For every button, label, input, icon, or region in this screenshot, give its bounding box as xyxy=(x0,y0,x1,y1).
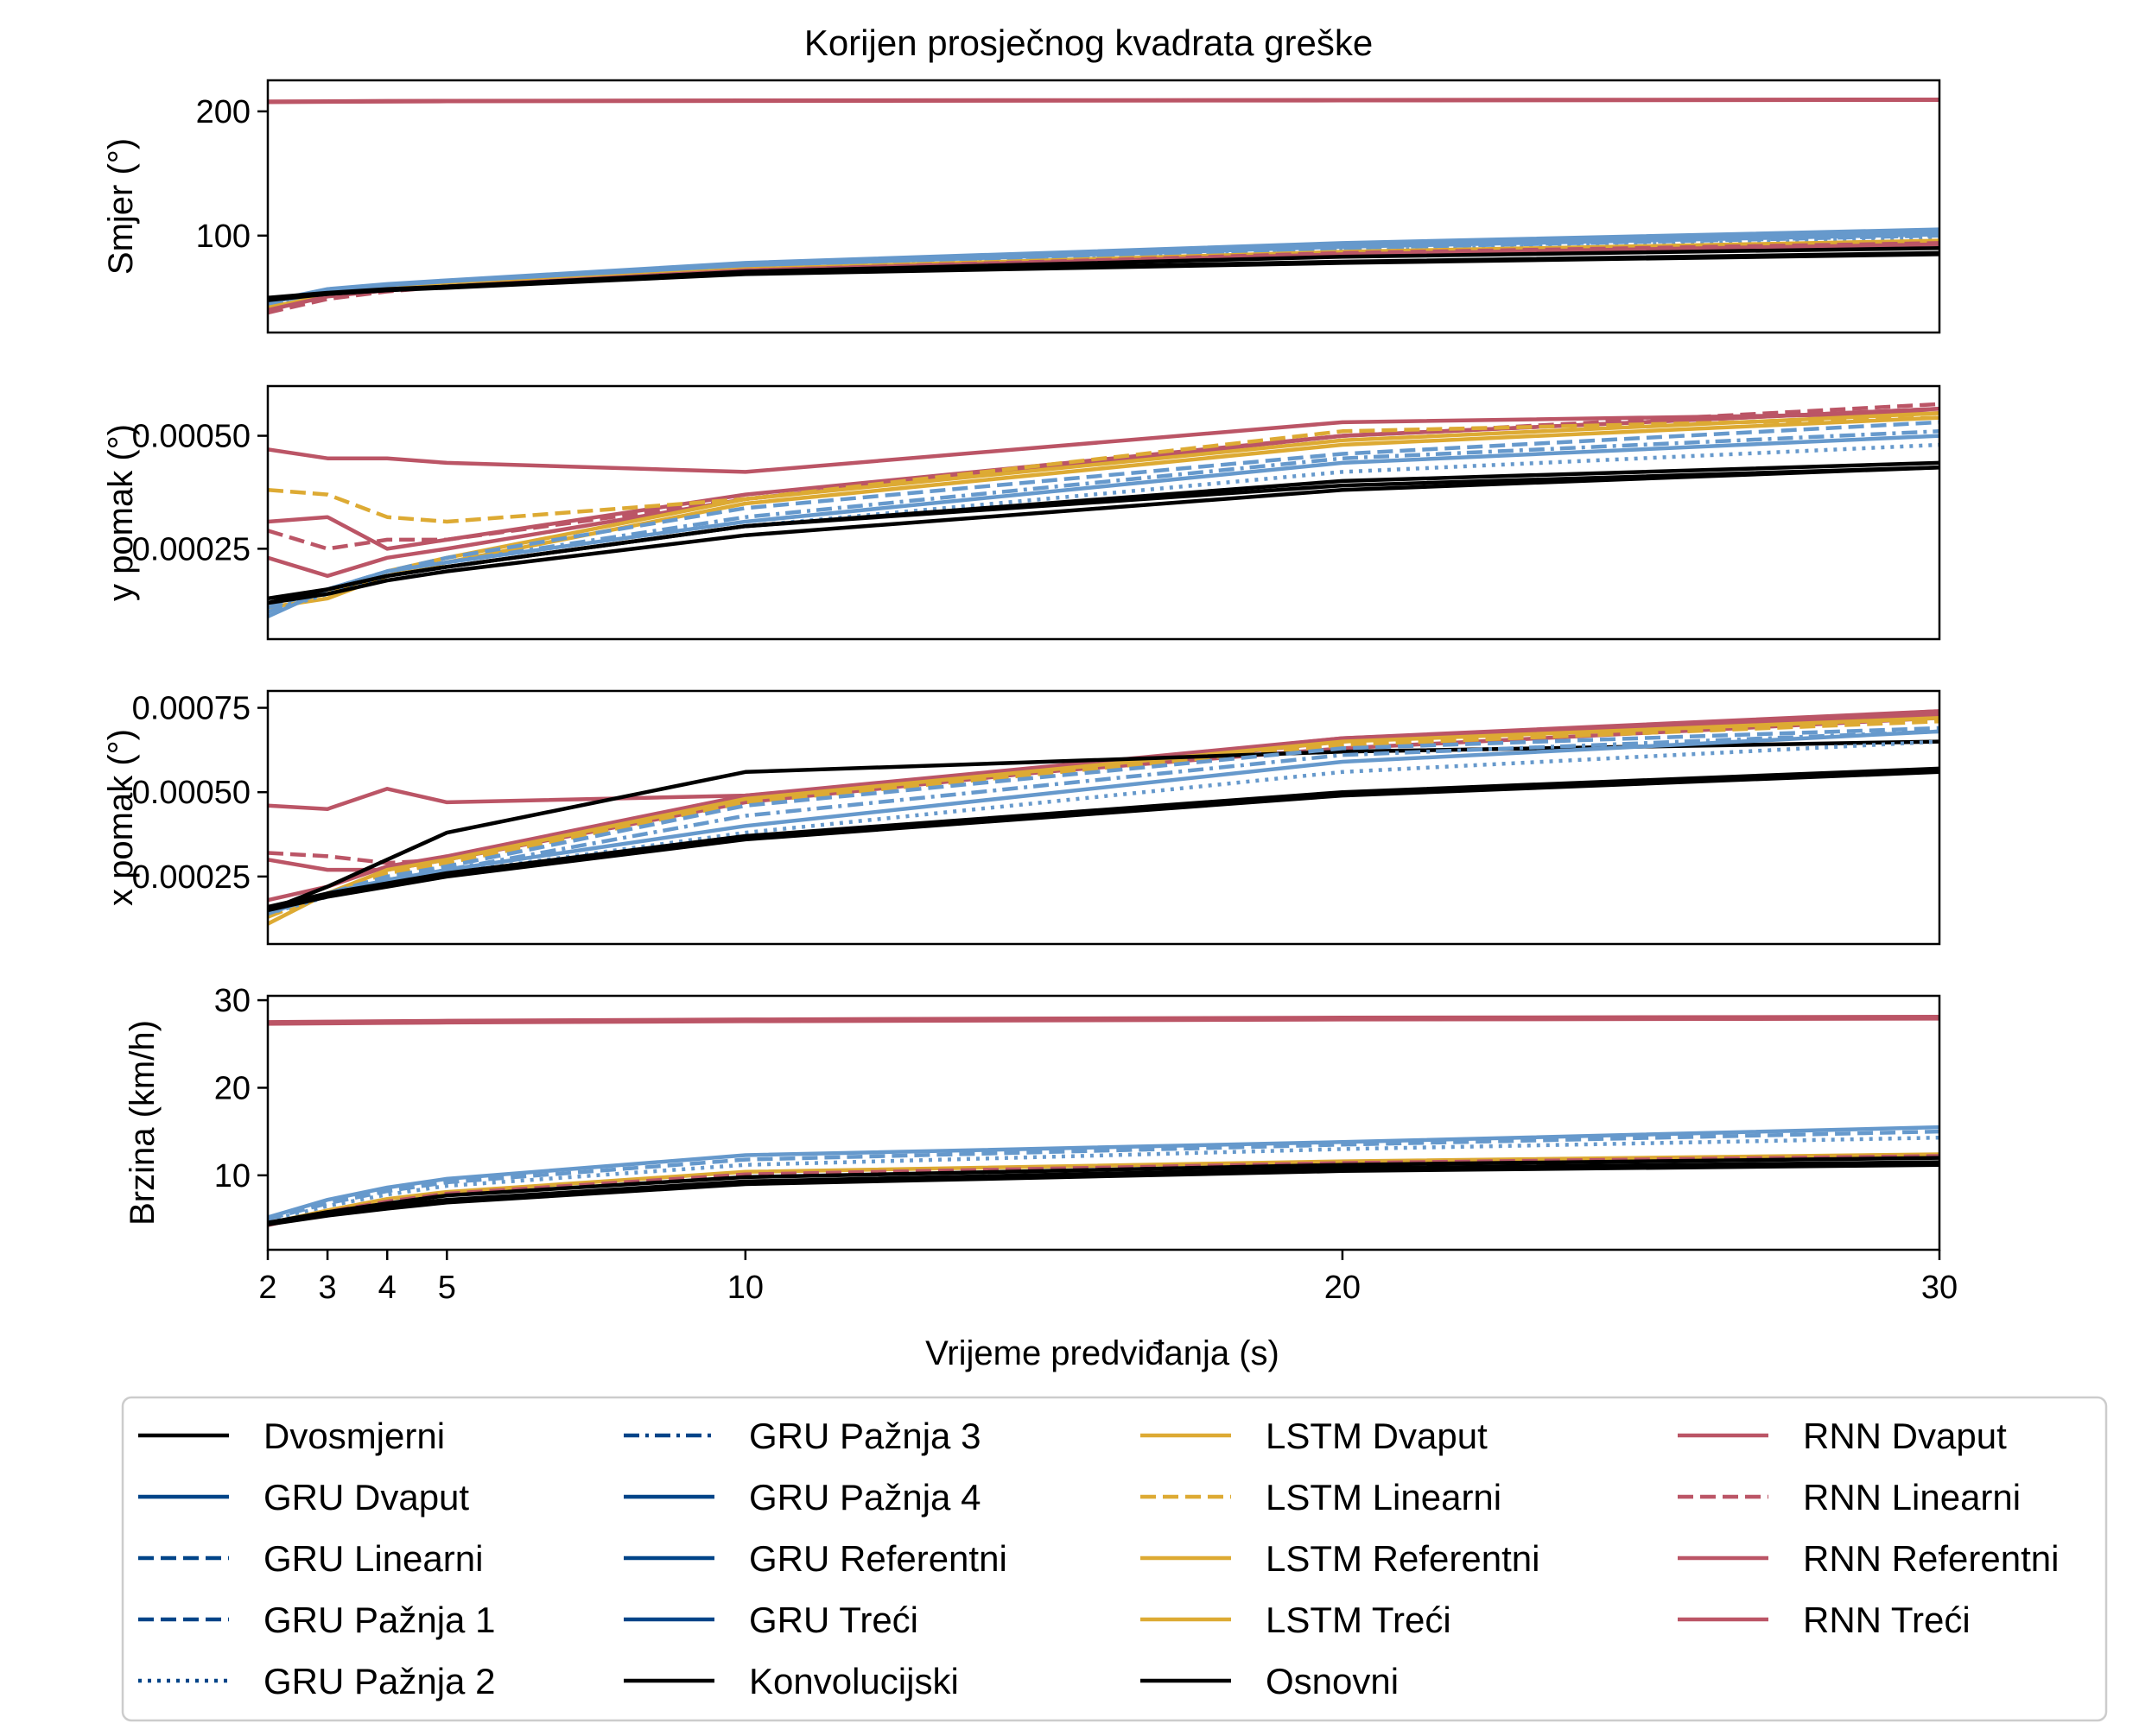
series-line-osnovni xyxy=(268,465,1939,605)
series-line-gru-paznja-1 xyxy=(268,420,1939,610)
series-line-osnovni xyxy=(268,1163,1939,1226)
legend-label: LSTM Dvaput xyxy=(1266,1416,1488,1456)
legend-label: GRU Referentni xyxy=(749,1538,1007,1579)
legend-item-gru-paznja-3: GRU Pažnja 3 xyxy=(624,1416,981,1456)
legend-label: Osnovni xyxy=(1266,1661,1399,1701)
legend-item-gru-dvaput: GRU Dvaput xyxy=(138,1477,469,1517)
y-axis-title: Smjer (°) xyxy=(102,138,140,275)
panel-1: 100 200 Smjer (°) xyxy=(102,79,1941,334)
legend-label: GRU Linearni xyxy=(263,1538,483,1579)
legend-frame xyxy=(121,1396,2108,1722)
legend-label: GRU Pažnja 4 xyxy=(749,1477,981,1517)
panel-4-series xyxy=(268,1015,1939,1227)
legend-label: Konvolucijski xyxy=(749,1661,959,1701)
y-tick-label: 10 xyxy=(214,1158,251,1194)
y-axis-title: y pomak (°) xyxy=(102,424,140,601)
legend-label: LSTM Referentni xyxy=(1266,1538,1539,1579)
series-line-gru-paznja-2 xyxy=(268,1135,1939,1223)
series-line-dvosmjerni xyxy=(268,766,1939,909)
series-line-rnn-treci xyxy=(268,411,1939,474)
x-tick-label: 3 xyxy=(319,1270,337,1306)
panel-1-frame xyxy=(266,79,1941,334)
y-tick-label: 0.00075 xyxy=(132,691,251,727)
series-line-konvolucijski xyxy=(268,739,1939,912)
x-tick-label: 10 xyxy=(727,1270,764,1306)
x-tick-label: 30 xyxy=(1921,1270,1958,1306)
series-line-osnovni xyxy=(268,252,1939,301)
panel-3-frame xyxy=(266,689,1941,946)
series-line-osnovni xyxy=(268,770,1939,913)
legend-item-lstm-linearni: LSTM Linearni xyxy=(1140,1477,1501,1517)
series-line-dvosmjerni xyxy=(268,460,1939,605)
chart-title: Korijen prosječnog kvadrata greške xyxy=(804,22,1373,63)
legend-label: RNN Dvaput xyxy=(1803,1416,2007,1456)
series-line-rnn-referentni xyxy=(268,98,1939,105)
legend: Dvosmjerni GRU Dvaput GRU Linearni GRU Pažn… xyxy=(121,1396,2108,1722)
legend-item-gru-paznja-2: GRU Pažnja 2 xyxy=(138,1661,495,1701)
legend-item-gru-referentni: GRU Referentni xyxy=(624,1538,1007,1579)
y-axis-title: Brzina (km/h) xyxy=(124,1020,162,1226)
series-line-rnn-referentni xyxy=(268,1017,1939,1026)
legend-item-osnovni: Osnovni xyxy=(1140,1661,1399,1701)
legend-label: RNN Referentni xyxy=(1803,1538,2059,1579)
series-line-gru-paznja-2 xyxy=(268,442,1939,614)
legend-item-gru-paznja-1: GRU Pažnja 1 xyxy=(138,1600,495,1640)
legend-label: RNN Treći xyxy=(1803,1600,1971,1640)
x-tick-label: 2 xyxy=(258,1270,276,1306)
y-tick-label: 30 xyxy=(214,983,251,1019)
x-tick-label: 5 xyxy=(438,1270,456,1306)
legend-label: GRU Pažnja 2 xyxy=(263,1661,495,1701)
y-tick-label: 100 xyxy=(196,219,251,255)
series-line-gru-paznja-1 xyxy=(268,725,1939,916)
x-axis: 2 3 4 5 10 20 30 xyxy=(258,1250,1958,1306)
series-line-gru-linearni xyxy=(268,1129,1939,1221)
legend-label: LSTM Linearni xyxy=(1266,1477,1501,1517)
panel-2-series xyxy=(268,402,1939,618)
legend-label: Dvosmjerni xyxy=(263,1416,445,1456)
y-tick-label: 20 xyxy=(214,1070,251,1106)
legend-item-gru-linearni: GRU Linearni xyxy=(138,1538,483,1579)
series-line-rnn-referentni xyxy=(268,406,1939,551)
legend-item-lstm-dvaput: LSTM Dvaput xyxy=(1140,1416,1488,1456)
legend-label: GRU Pažnja 3 xyxy=(749,1416,981,1456)
legend-label: LSTM Treći xyxy=(1266,1600,1451,1640)
legend-label: GRU Treći xyxy=(749,1600,918,1640)
x-tick-label: 20 xyxy=(1324,1270,1361,1306)
legend-item-rnn-linearni: RNN Linearni xyxy=(1678,1477,2021,1517)
y-tick-label: 0.00025 xyxy=(132,859,251,896)
x-tick-label: 4 xyxy=(378,1270,397,1306)
legend-item-lstm-referentni: LSTM Referentni xyxy=(1140,1538,1539,1579)
series-line-gru-dvaput xyxy=(268,1125,1939,1220)
panel-2-frame xyxy=(266,384,1941,641)
legend-item-lstm-treci: LSTM Treći xyxy=(1140,1600,1451,1640)
legend-item-gru-treci: GRU Treći xyxy=(624,1600,918,1640)
legend-item-rnn-treci: RNN Treći xyxy=(1678,1600,1971,1640)
y-axis-title: x pomak (°) xyxy=(102,729,140,906)
y-tick-label: 0.00050 xyxy=(132,419,251,455)
legend-item-dvosmjerni: Dvosmjerni xyxy=(138,1416,445,1456)
legend-label: GRU Pažnja 1 xyxy=(263,1600,495,1640)
y-tick-label: 0.00025 xyxy=(132,531,251,567)
panel-1-series xyxy=(268,97,1939,315)
panel-4-frame xyxy=(266,994,1941,1251)
series-line-lstm-dvaput xyxy=(268,716,1939,926)
series-line-lstm-linearni xyxy=(268,719,1939,919)
x-axis-title: Vrijeme predviđanja (s) xyxy=(925,1334,1279,1372)
legend-label: RNN Linearni xyxy=(1803,1477,2021,1517)
y-tick-label: 200 xyxy=(196,94,251,130)
panel-4: 10 20 30 Brzina (km/h) xyxy=(124,983,1941,1251)
y-tick-label: 0.00050 xyxy=(132,775,251,811)
series-line-lstm-linearni xyxy=(268,415,1939,524)
legend-item-konvolucijski: Konvolucijski xyxy=(624,1661,959,1701)
legend-item-rnn-dvaput: RNN Dvaput xyxy=(1678,1416,2007,1456)
panel-3-series xyxy=(268,709,1939,926)
legend-item-gru-paznja-4: GRU Pažnja 4 xyxy=(624,1477,981,1517)
legend-label: GRU Dvaput xyxy=(263,1477,469,1517)
legend-item-rnn-referentni: RNN Referentni xyxy=(1678,1538,2059,1579)
